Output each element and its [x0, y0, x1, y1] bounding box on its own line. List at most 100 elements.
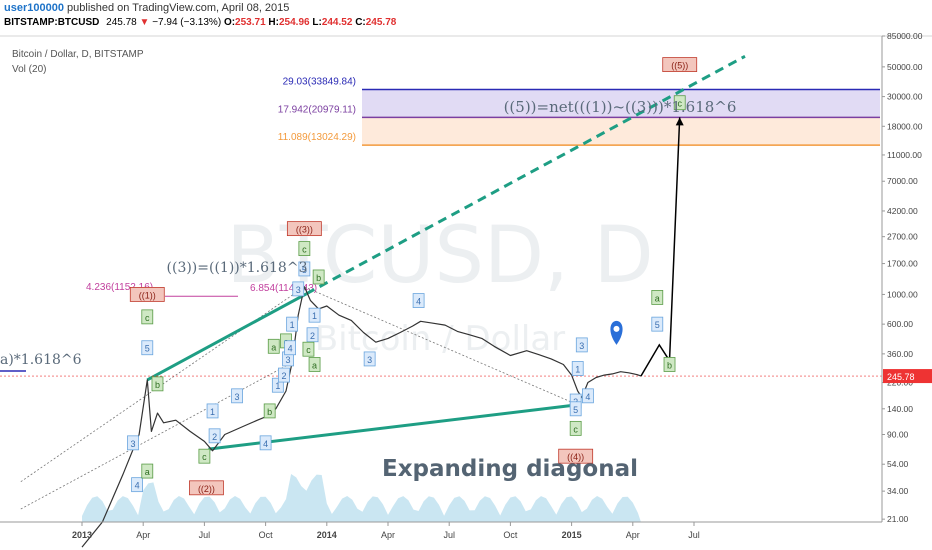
y-tick-label: 34.00	[887, 486, 909, 496]
price-line	[81, 286, 642, 548]
projection-arrowhead	[675, 117, 684, 126]
wave-label: 4	[585, 392, 590, 402]
published-text: published on TradingView.com, April 08, …	[67, 2, 290, 14]
fib-band-lower	[362, 117, 880, 146]
wave-label: c	[202, 452, 207, 462]
wave-label-box	[651, 290, 664, 305]
wave-label-box	[582, 388, 594, 404]
wave-label: 3	[130, 439, 135, 449]
wave-label: 1	[210, 407, 215, 417]
wave-label-box	[363, 351, 376, 367]
wave-label: c	[302, 245, 307, 255]
last-price-tag-label: 245.78	[887, 372, 915, 382]
wave-label: 2	[281, 371, 286, 381]
formula-wave-3: ((3))=((1))*1.618^3	[167, 260, 308, 276]
wave-label: ((1))	[139, 290, 156, 300]
wave-label-box	[231, 388, 243, 404]
wave-label: 1	[290, 320, 295, 330]
last-price: 245.78	[106, 17, 137, 28]
wave-label-box	[208, 428, 221, 444]
wave-label: 4	[263, 439, 268, 449]
down-arrow-icon: ▼	[139, 17, 150, 28]
wave-label: a	[312, 360, 317, 370]
y-tick-label: 85000.00	[887, 31, 923, 41]
x-tick-label: Oct	[503, 530, 518, 540]
legend-title: Bitcoin / Dollar, D, BITSTAMP	[12, 49, 144, 60]
wave-label-box	[141, 340, 154, 356]
y-tick-label: 30000.00	[887, 92, 923, 102]
wave-label-box	[263, 403, 276, 419]
wave-label-box	[129, 287, 165, 302]
wave-label-box	[292, 281, 305, 297]
wave-label-box	[131, 477, 143, 493]
wave-label: 5	[573, 405, 578, 415]
x-tick-label: Jul	[443, 530, 455, 540]
y-tick-label: 360.00	[887, 349, 913, 359]
wave-label-box	[651, 316, 664, 332]
wave-label: ((4))	[567, 452, 584, 462]
fib-band-upper	[362, 89, 880, 118]
y-tick-label: 90.00	[887, 430, 909, 440]
wave-label-box	[308, 307, 321, 323]
wave-label-box	[298, 261, 311, 277]
x-tick-label: Jul	[199, 530, 211, 540]
open-value: 253.71	[235, 17, 266, 28]
wave-label-box	[286, 316, 299, 332]
y-tick-label: 18000.00	[887, 121, 923, 131]
legend-volume: Vol (20)	[12, 64, 46, 75]
channel-line	[20, 362, 293, 510]
wave-label: c	[677, 99, 682, 109]
y-tick-label: 2700.00	[887, 232, 918, 242]
wave-label-box	[412, 293, 425, 308]
y-tick-label: 140.00	[887, 404, 913, 414]
wave-label: c	[145, 313, 150, 323]
x-tick-label: Apr	[381, 530, 395, 540]
x-tick-label: 2013	[72, 530, 92, 540]
wave-label-box	[189, 480, 224, 496]
high-value: 254.96	[278, 17, 310, 28]
fib-left-label: 6.854(1140.43)	[250, 283, 317, 294]
high-label: H:	[268, 17, 279, 28]
volume-area	[82, 474, 641, 522]
wave-label-box	[298, 241, 311, 256]
wave-label-box	[198, 448, 211, 464]
wave-label-box	[569, 401, 582, 417]
y-tick-label: 21.00	[887, 514, 909, 524]
wave-label: 3	[235, 392, 240, 402]
low-value: 244.52	[321, 17, 353, 28]
y-tick-label: 1000.00	[887, 289, 918, 299]
wave-label: 3	[579, 341, 584, 351]
wave-label: b	[267, 407, 272, 417]
wave-label: 5	[302, 265, 307, 275]
wave-label: 2	[212, 432, 217, 442]
main-trend-projection	[305, 54, 746, 296]
wave-label: a	[145, 467, 150, 477]
channel-line	[304, 286, 578, 406]
x-tick-label: Apr	[136, 530, 150, 540]
last-price-tag	[883, 369, 932, 384]
wave-label-box	[663, 357, 676, 372]
wave-label: a	[655, 293, 660, 303]
wave-label-box	[151, 376, 164, 392]
formula-wave-5: ((5))=net(((1))~((3)))*1.618^6	[504, 98, 737, 116]
wave-label-box	[302, 341, 315, 357]
wave-label: a	[271, 342, 276, 352]
x-tick-label: 2014	[317, 530, 337, 540]
map-pin-icon[interactable]	[610, 320, 623, 345]
fib-left-label: 4.236(1152.16)	[86, 282, 153, 293]
wave-label-box	[278, 367, 290, 383]
wave-label-box	[206, 403, 219, 419]
x-tick-label: 2015	[562, 530, 582, 540]
wave-label-box	[127, 435, 139, 451]
watermark-name: Bitcoin / Dollar	[315, 319, 565, 359]
wave-label: 3	[296, 285, 301, 295]
wave-label: 4	[135, 481, 140, 491]
wave-label: b	[155, 380, 160, 390]
wave-label: ((5))	[671, 61, 688, 71]
map-pin-dot	[613, 325, 620, 332]
wave-label-box	[141, 463, 154, 479]
wave-label-box	[141, 309, 154, 325]
y-tick-label: 7000.00	[887, 176, 918, 186]
author-name[interactable]: user100000	[4, 2, 64, 14]
